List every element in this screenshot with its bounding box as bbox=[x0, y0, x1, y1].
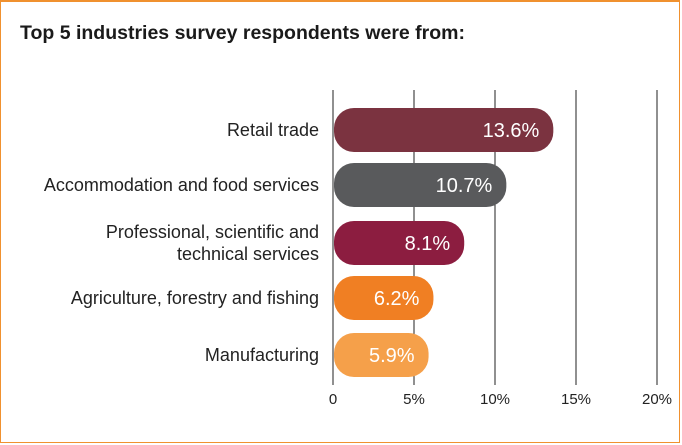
x-tick-label: 10% bbox=[480, 391, 510, 408]
bar-value-label: 8.1% bbox=[405, 233, 451, 255]
bar-value-label: 10.7% bbox=[436, 175, 493, 197]
category-label: technical services bbox=[177, 244, 319, 264]
category-label: Agriculture, forestry and fishing bbox=[71, 288, 319, 308]
x-tick-label: 5% bbox=[403, 391, 425, 408]
category-label: Retail trade bbox=[227, 120, 319, 140]
category-label: Manufacturing bbox=[205, 345, 319, 365]
x-tick-label: 20% bbox=[642, 391, 672, 408]
category-label: Professional, scientific and bbox=[106, 222, 319, 242]
bar-value-label: 6.2% bbox=[374, 288, 420, 310]
x-tick-label: 15% bbox=[561, 391, 591, 408]
bar-value-label: 13.6% bbox=[483, 120, 540, 142]
category-label: Accommodation and food services bbox=[44, 175, 319, 195]
x-tick-label: 0 bbox=[329, 391, 337, 408]
bar-value-label: 5.9% bbox=[369, 345, 415, 367]
